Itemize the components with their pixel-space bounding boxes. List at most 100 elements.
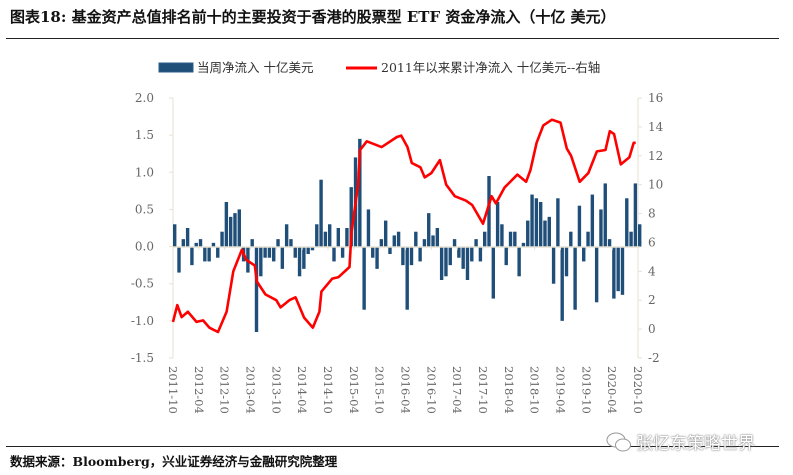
weekly-flow-bar <box>276 239 280 247</box>
weekly-flow-bar <box>474 239 478 247</box>
legend-label-bars: 当周净流入 十亿美元 <box>197 60 313 75</box>
weekly-flow-bar <box>366 209 371 247</box>
weekly-flow-bar <box>414 231 418 247</box>
weekly-flow-bar <box>461 246 465 269</box>
watermark-text: 张忆东策略世界 <box>636 434 755 454</box>
weekly-flow-bar <box>513 231 517 247</box>
weekly-flow-bar <box>319 179 323 247</box>
weekly-flow-bar <box>444 246 448 277</box>
weekly-flow-bar <box>465 246 470 280</box>
chart-title: 图表18: 基金资产总值排名前十的主要投资于香港的股票型 ETF 资金净流入（十… <box>10 8 616 26</box>
weekly-flow-bar <box>289 239 293 247</box>
weekly-flow-bar <box>547 216 551 247</box>
weekly-flow-bar <box>526 220 530 247</box>
weekly-flow-bar <box>491 246 496 299</box>
weekly-flow-bar <box>216 246 220 258</box>
weekly-flow-bar <box>228 216 233 247</box>
right-tick-label: 8 <box>648 207 656 221</box>
weekly-flow-bar <box>349 187 353 247</box>
x-tick-label: 2017-10 <box>476 366 490 414</box>
x-tick-label: 2016-10 <box>424 366 438 414</box>
x-tick-label: 2020-10 <box>631 366 645 414</box>
right-tick-label: 4 <box>648 264 656 278</box>
weekly-flow-bar <box>379 239 384 247</box>
weekly-flow-bar <box>620 246 625 295</box>
weekly-flow-bar <box>487 176 491 247</box>
weekly-flow-bar <box>582 246 586 262</box>
wechat-icon <box>606 432 631 451</box>
weekly-flow-bar <box>259 246 263 277</box>
weekly-flow-bar <box>396 231 401 247</box>
weekly-flow-bar <box>332 246 336 262</box>
right-tick-label: -2 <box>648 351 660 365</box>
right-tick-label: 0 <box>648 322 656 336</box>
weekly-flow-bar <box>556 198 560 247</box>
weekly-flow-bar <box>336 228 341 247</box>
weekly-flow-bar <box>573 246 577 310</box>
weekly-flow-bar <box>483 231 487 247</box>
right-tick-label: 14 <box>648 120 664 134</box>
left-tick-label: 1.0 <box>135 165 154 179</box>
weekly-flow-bar <box>323 231 328 247</box>
weekly-flow-bar <box>521 242 526 247</box>
weekly-flow-bar <box>340 246 345 258</box>
left-tick-label: 2.0 <box>135 91 154 105</box>
left-tick-label: -0.5 <box>131 277 154 291</box>
weekly-flow-bar <box>427 213 431 247</box>
left-tick-label: -1.0 <box>131 314 154 328</box>
weekly-flow-bar <box>435 228 440 247</box>
legend: 当周净流入 十亿美元 2011年以来累计净流入 十亿美元--右轴 <box>158 60 600 75</box>
weekly-flow-bar <box>629 231 633 247</box>
x-tick-label: 2013-04 <box>244 366 258 414</box>
x-tick-label: 2019-04 <box>554 366 568 414</box>
weekly-flow-bar <box>254 246 259 332</box>
weekly-flow-bar <box>590 194 595 247</box>
left-tick-label: 1.5 <box>135 128 154 142</box>
x-tick-label: 2012-04 <box>192 366 206 414</box>
weekly-flow-bar <box>564 246 569 277</box>
weekly-flow-bar <box>358 138 362 247</box>
legend-label-line: 2011年以来累计净流入 十亿美元--右轴 <box>381 60 600 75</box>
weekly-flow-bar <box>280 246 285 269</box>
weekly-flow-bar <box>470 246 474 262</box>
weekly-flow-bar <box>599 209 603 247</box>
weekly-flow-bar <box>551 246 556 284</box>
weekly-flow-bar <box>409 246 414 266</box>
weekly-flow-bar <box>203 246 207 262</box>
weekly-flow-bar <box>362 246 366 310</box>
weekly-flow-bar <box>405 246 409 310</box>
weekly-flow-bar <box>310 246 315 251</box>
weekly-flow-bar <box>302 246 306 269</box>
weekly-flow-bar <box>586 231 590 247</box>
watermark: 张忆东策略世界 <box>606 429 755 454</box>
weekly-flow-bar <box>177 246 181 273</box>
footer-divider <box>6 446 779 447</box>
x-tick-label: 2014-04 <box>295 366 309 414</box>
weekly-flow-bar <box>272 246 276 262</box>
legend-swatch-bars <box>158 62 194 73</box>
weekly-flow-bar <box>401 246 405 266</box>
left-tick-label: -1.5 <box>131 351 154 365</box>
weekly-flow-bar <box>250 239 254 247</box>
right-tick-label: 12 <box>648 149 663 163</box>
weekly-flow-bar <box>345 228 349 247</box>
weekly-flow-bar <box>375 246 379 269</box>
x-tick-label: 2016-04 <box>399 366 413 414</box>
weekly-flow-bar <box>517 246 521 277</box>
weekly-flow-bar <box>478 246 483 262</box>
weekly-flow-bar <box>569 231 573 247</box>
weekly-flow-bar <box>577 205 582 247</box>
weekly-flow-bar <box>543 220 547 247</box>
title-divider <box>6 38 779 39</box>
weekly-flow-bar <box>315 224 319 247</box>
weekly-flow-bar <box>211 242 216 247</box>
x-tick-label: 2017-04 <box>450 366 464 414</box>
weekly-flow-bar <box>560 246 564 321</box>
x-tick-label: 2013-10 <box>269 366 283 414</box>
x-tick-label: 2020-04 <box>605 366 619 414</box>
weekly-flow-bar <box>633 183 638 247</box>
weekly-flow-bar <box>457 246 461 258</box>
x-tick-label: 2012-10 <box>218 366 232 414</box>
weekly-flow-bar <box>371 246 375 258</box>
